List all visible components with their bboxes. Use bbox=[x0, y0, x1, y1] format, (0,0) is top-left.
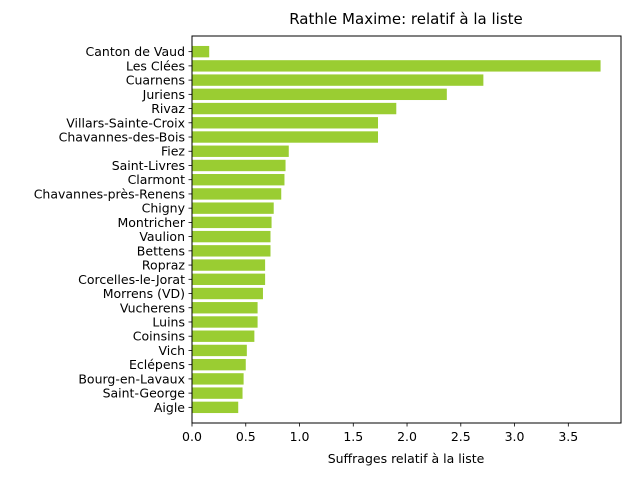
y-tick-label: Rivaz bbox=[151, 101, 185, 116]
bar bbox=[192, 174, 285, 186]
bar bbox=[192, 230, 271, 243]
bar bbox=[192, 102, 397, 115]
bar bbox=[192, 45, 210, 58]
x-tick-label: 0.0 bbox=[182, 429, 202, 444]
y-tick-label: Chavannes-près-Renens bbox=[34, 186, 185, 201]
bar bbox=[192, 387, 243, 399]
y-tick-label: Saint-George bbox=[103, 386, 186, 401]
bar bbox=[192, 188, 282, 200]
y-tick-label: Chavannes-des-Bois bbox=[59, 130, 185, 145]
x-tick-label: 2.5 bbox=[451, 429, 471, 444]
bar bbox=[192, 117, 379, 129]
y-tick-label: Luins bbox=[152, 314, 185, 329]
bar bbox=[192, 273, 266, 285]
bars-group bbox=[192, 45, 601, 414]
y-tick-label: Vucherens bbox=[120, 300, 185, 315]
y-tick-label: Chigny bbox=[142, 201, 186, 216]
x-tick-label: 3.0 bbox=[505, 429, 525, 444]
y-tick-label: Cuarnens bbox=[126, 73, 185, 88]
chart-title: Rathle Maxime: relatif à la liste bbox=[289, 10, 523, 28]
bar bbox=[192, 245, 271, 257]
y-tick-label: Eclépens bbox=[129, 357, 185, 372]
bar bbox=[192, 344, 247, 357]
y-tick-label: Montricher bbox=[118, 215, 186, 230]
y-tick-label: Les Clées bbox=[126, 58, 185, 73]
y-tick-label: Bourg-en-Lavaux bbox=[78, 371, 185, 386]
x-tick-label: 1.0 bbox=[290, 429, 310, 444]
y-tick-label: Fiez bbox=[161, 144, 185, 159]
y-tick-label: Saint-Livres bbox=[112, 158, 185, 173]
y-tick-label: Morrens (VD) bbox=[103, 286, 185, 301]
y-tick-label: Corcelles-le-Jorat bbox=[78, 272, 185, 287]
bar bbox=[192, 330, 255, 342]
x-axis-label: Suffrages relatif à la liste bbox=[328, 451, 485, 466]
y-tick-label: Vich bbox=[158, 343, 185, 358]
bar bbox=[192, 401, 239, 414]
bar bbox=[192, 131, 379, 143]
y-tick-label: Canton de Vaud bbox=[86, 44, 185, 59]
y-tick-label: Aigle bbox=[154, 400, 185, 415]
x-tick-label: 3.5 bbox=[558, 429, 578, 444]
y-tick-label: Bettens bbox=[137, 243, 185, 258]
bar bbox=[192, 216, 272, 229]
bar bbox=[192, 316, 258, 328]
y-tick-label: Clarmont bbox=[128, 172, 186, 187]
plot-frame bbox=[191, 35, 622, 424]
bar bbox=[192, 74, 484, 86]
bar bbox=[192, 202, 274, 214]
bar bbox=[192, 373, 244, 385]
bar bbox=[192, 159, 286, 172]
y-tick-label: Ropraz bbox=[142, 258, 186, 273]
bar bbox=[192, 287, 263, 300]
bar bbox=[192, 302, 258, 314]
bar bbox=[192, 88, 447, 101]
y-tick-label: Villars-Sainte-Croix bbox=[66, 115, 185, 130]
bar bbox=[192, 358, 246, 371]
x-axis-ticks: 0.0 0.5 1.0 1.5 2.0 2.5 3.0 3.5 bbox=[182, 423, 578, 444]
bar bbox=[192, 145, 289, 157]
y-tick-label: Juriens bbox=[142, 87, 185, 102]
bar bbox=[192, 259, 266, 271]
y-tick-label: Vaulion bbox=[139, 229, 185, 244]
x-tick-label: 2.0 bbox=[397, 429, 417, 444]
bar bbox=[192, 60, 601, 72]
y-tick-label: Coinsins bbox=[133, 329, 185, 344]
x-tick-label: 0.5 bbox=[236, 429, 256, 444]
x-tick-label: 1.5 bbox=[343, 429, 363, 444]
